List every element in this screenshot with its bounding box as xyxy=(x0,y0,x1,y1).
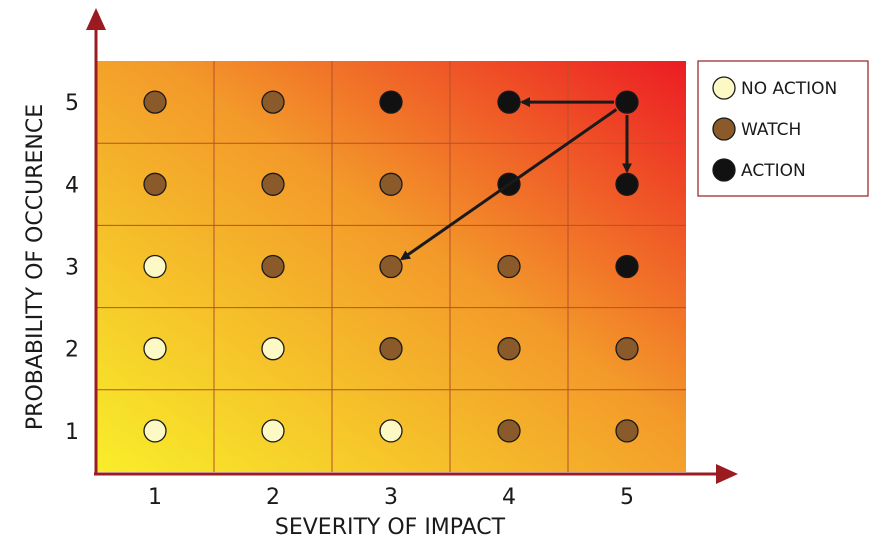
dot-action-s5-p3 xyxy=(615,254,639,279)
dot-watch-s3-p4 xyxy=(379,172,403,196)
x-axis-arrowhead xyxy=(716,464,738,484)
dot-no-action-s1-p3 xyxy=(143,254,167,279)
x-axis-title: SEVERITY OF IMPACT xyxy=(275,515,506,540)
dot-watch-s3-p3 xyxy=(379,254,403,279)
status-dots xyxy=(143,90,639,443)
legend-swatch-action xyxy=(712,158,736,182)
y-tick-labels: 1 2 3 4 5 xyxy=(65,91,79,445)
x-tick-labels: 1 2 3 4 5 xyxy=(148,485,634,510)
dot-no-action-s3-p1 xyxy=(379,419,403,443)
dot-watch-s4-p3 xyxy=(497,254,521,279)
dot-watch-s2-p3 xyxy=(261,254,285,279)
y-axis-title: PROBABILITY OF OCCURENCE xyxy=(23,104,48,430)
y-axis xyxy=(86,8,106,474)
dot-no-action-s1-p1 xyxy=(143,419,167,443)
dot-no-action-s1-p2 xyxy=(143,337,167,361)
dot-watch-s5-p1 xyxy=(615,419,639,443)
x-tick-label: 4 xyxy=(502,485,516,510)
y-axis-arrowhead xyxy=(86,8,106,30)
dot-watch-s4-p2 xyxy=(497,337,521,361)
risk-arrow-3 xyxy=(400,108,618,261)
legend-label-action: ACTION xyxy=(741,161,806,181)
y-tick-label: 5 xyxy=(65,91,79,116)
dot-action-s4-p5 xyxy=(497,90,521,114)
dot-action-s5-p4 xyxy=(615,172,639,196)
risk-arrows xyxy=(400,97,632,261)
legend-swatch-no-action xyxy=(712,76,736,100)
dot-watch-s2-p4 xyxy=(261,172,285,196)
dot-watch-s3-p2 xyxy=(379,337,403,361)
dot-no-action-s2-p2 xyxy=(261,337,285,361)
x-tick-label: 2 xyxy=(266,485,280,510)
x-tick-label: 5 xyxy=(620,485,634,510)
legend-label-no-action: NO ACTION xyxy=(741,79,837,99)
dot-watch-s1-p4 xyxy=(143,172,167,196)
dot-action-s5-p5 xyxy=(615,90,639,114)
y-tick-label: 1 xyxy=(65,420,79,445)
dot-no-action-s2-p1 xyxy=(261,419,285,443)
dot-watch-s1-p5 xyxy=(143,90,167,114)
y-tick-label: 4 xyxy=(65,173,79,198)
matrix-grid xyxy=(96,61,686,472)
y-tick-label: 3 xyxy=(65,256,79,281)
dot-watch-s4-p1 xyxy=(497,419,521,443)
legend-label-watch: WATCH xyxy=(741,120,801,140)
y-tick-label: 2 xyxy=(65,338,79,363)
legend-swatch-watch xyxy=(712,117,736,141)
dot-watch-s5-p2 xyxy=(615,337,639,361)
dot-action-s3-p5 xyxy=(379,90,403,114)
x-axis xyxy=(94,464,738,484)
legend: NO ACTION WATCH ACTION xyxy=(697,60,869,197)
x-tick-label: 3 xyxy=(384,485,398,510)
dot-watch-s2-p5 xyxy=(261,90,285,114)
x-tick-label: 1 xyxy=(148,485,162,510)
